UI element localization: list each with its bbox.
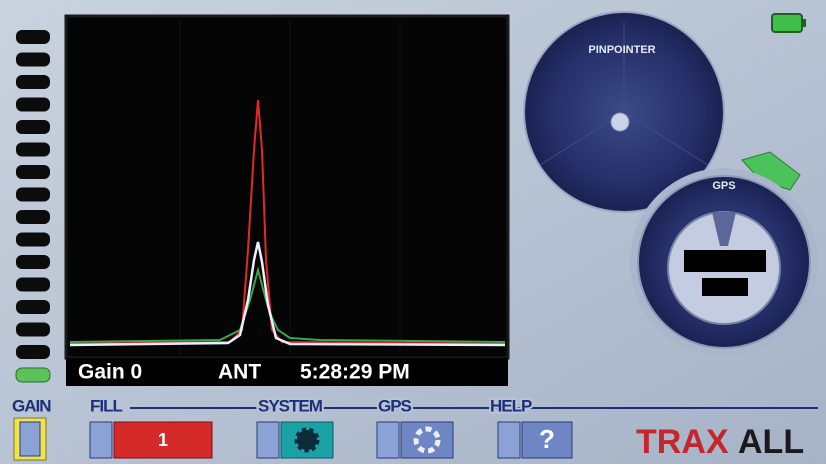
gps-arrows[interactable]: [376, 421, 400, 459]
gain-arrows[interactable]: [19, 421, 41, 457]
fill-button[interactable]: [113, 421, 213, 459]
brand-all: ALL: [738, 423, 804, 461]
battery-tip: [802, 19, 806, 27]
gear-icon: [294, 427, 320, 453]
level-segment: [16, 142, 50, 157]
signal-display: [64, 14, 510, 360]
trace-white: [69, 241, 506, 347]
menu-label: SYSTEM: [258, 396, 323, 415]
level-segment: [16, 277, 50, 292]
gps-icon: [413, 426, 441, 454]
gps-needle: [712, 212, 736, 246]
gps-label: GPS: [712, 180, 735, 192]
level-segment: [16, 120, 50, 134]
status-bar: [66, 358, 508, 386]
menu-label: GPS: [378, 396, 412, 415]
level-segment: [16, 345, 50, 359]
level-segment: [16, 97, 50, 112]
dial-spokes: [539, 22, 709, 166]
help-icon: ?: [539, 424, 555, 454]
menu-labels: GAIN FILL SYSTEM GPS HELP: [10, 394, 535, 417]
gps-readout-2: [702, 278, 748, 296]
pinpointer-label[interactable]: PINPOINTER: [588, 44, 655, 56]
pinpointer-center: [610, 112, 630, 132]
fill-arrows[interactable]: [89, 421, 113, 459]
menu-label: FILL: [90, 396, 122, 415]
help-arrows[interactable]: [497, 421, 521, 459]
level-segment: [16, 30, 50, 44]
level-segment: [16, 322, 50, 337]
level-meter: [16, 30, 50, 359]
system-arrows[interactable]: [256, 421, 280, 459]
level-segment: [16, 52, 50, 67]
level-segment: [16, 300, 50, 314]
battery: [771, 13, 803, 33]
gps-readout-1: [684, 250, 766, 272]
level-segment: [16, 210, 50, 224]
clock: 5:28:29 PM: [300, 361, 410, 384]
level-segment: [16, 187, 50, 202]
gain-readout: Gain 0: [78, 361, 142, 384]
level-indicator: [15, 367, 51, 383]
fill-value: 1: [158, 430, 168, 450]
level-segment: [16, 232, 50, 247]
menu-label: HELP: [490, 396, 532, 415]
trace-green: [69, 266, 506, 343]
menu-label: GAIN: [12, 396, 51, 415]
brand-trax: TRAX: [636, 423, 729, 461]
level-segment: [16, 255, 50, 269]
grid: [179, 20, 401, 354]
level-segment: [16, 165, 50, 179]
antenna-label: ANT: [218, 361, 261, 384]
help-button[interactable]: [521, 421, 573, 459]
level-segment: [16, 75, 50, 89]
